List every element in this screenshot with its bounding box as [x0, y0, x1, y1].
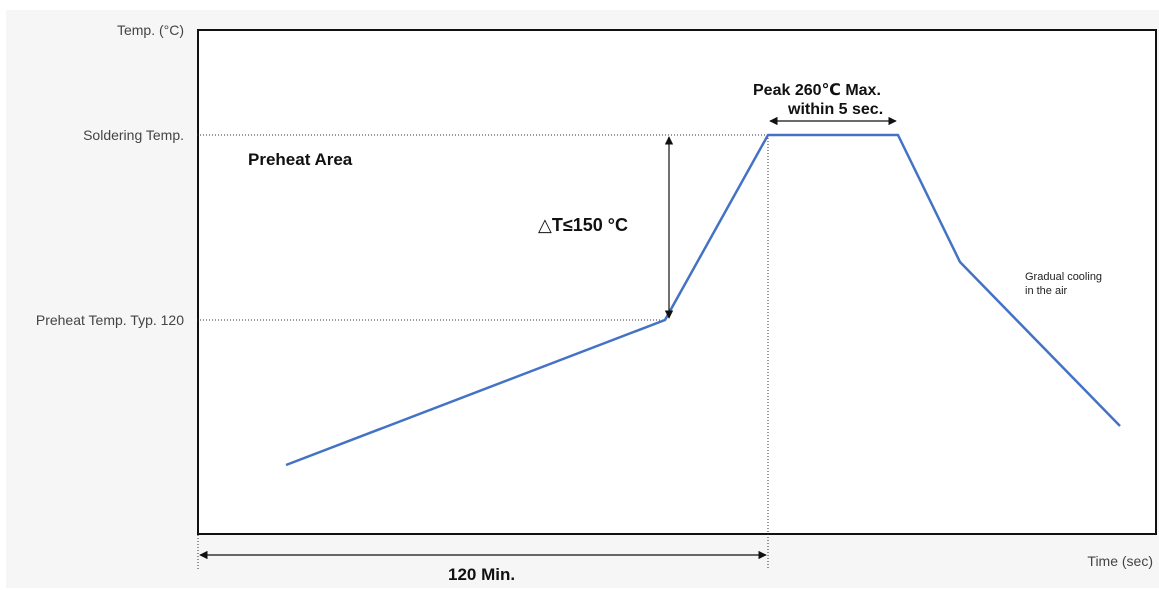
- preheat-temp-label: Preheat Temp. Typ. 120: [35, 312, 184, 328]
- cooling-label-line1: Gradual cooling: [1025, 271, 1103, 283]
- peak-label-line2: within 5 sec.: [788, 101, 884, 118]
- plot-area-frame: [197, 29, 1157, 535]
- cooling-label-line2: in the air: [1025, 285, 1068, 297]
- preheat-area-label: Preheat Area: [248, 150, 353, 169]
- duration-label: 120 Min.: [448, 565, 516, 584]
- temperature-profile-line: [285, 133, 1121, 467]
- delta-t-label: △T≤150 °C: [538, 215, 628, 235]
- soldering-temp-label: Soldering Temp.: [83, 127, 184, 143]
- peak-label-line1: Peak 260℃ Max.: [753, 82, 881, 99]
- x-axis-title: Time (sec): [1087, 553, 1153, 569]
- y-axis-title: Temp. (°C): [116, 22, 184, 38]
